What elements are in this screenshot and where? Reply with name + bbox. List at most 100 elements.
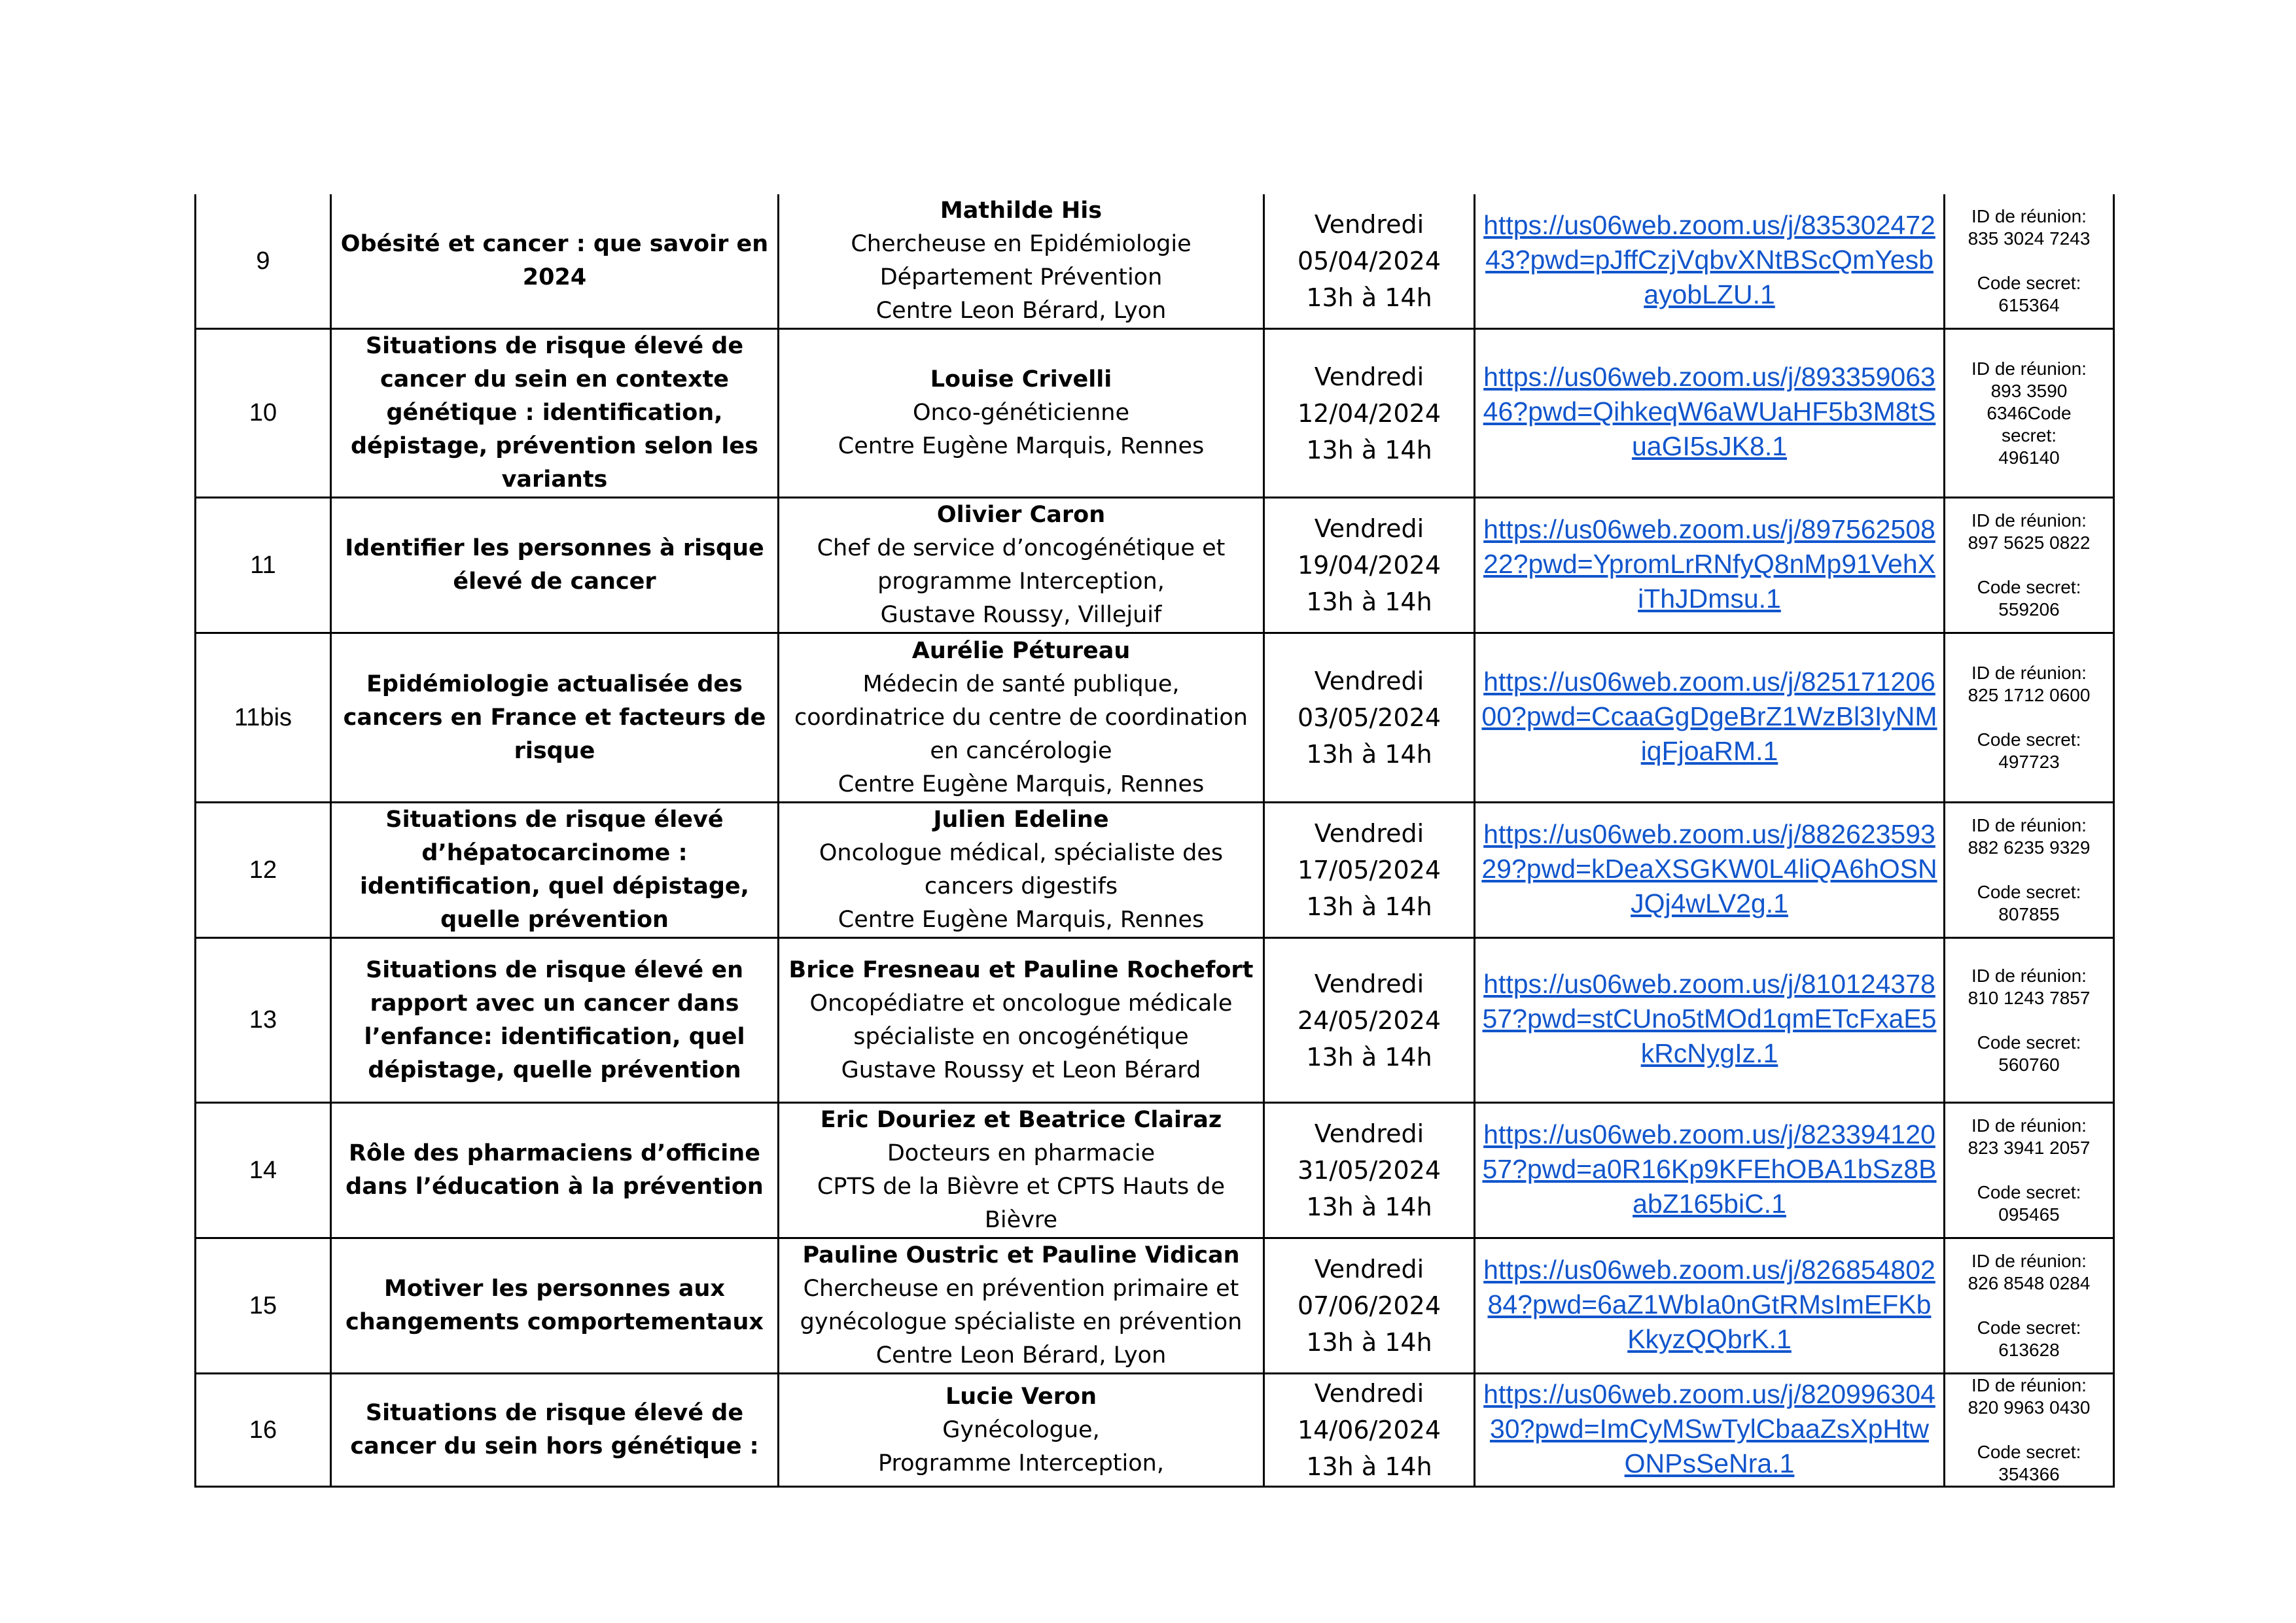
meeting-credentials: ID de réunion: 835 3024 7243 Code secret: 6… bbox=[1943, 194, 2115, 330]
session-title: Situations de risque élevé en rapport av… bbox=[330, 937, 779, 1104]
zoom-link[interactable]: https://us06web.zoom.us/j/88262359329?pw… bbox=[1481, 818, 1937, 918]
speaker-detail-line: Chercheuse en prévention primaire et gyn… bbox=[800, 1276, 1243, 1335]
zoom-link[interactable]: https://us06web.zoom.us/j/89335906346?pw… bbox=[1483, 362, 1936, 461]
meeting-id-label: ID de réunion: bbox=[1971, 510, 2087, 531]
speaker-name: Pauline Oustric et Pauline Vidican bbox=[802, 1242, 1240, 1268]
session-time: 13h à 14h bbox=[1306, 740, 1432, 769]
session-title-text: Obésité et cancer : que savoir en 2024 bbox=[340, 231, 769, 290]
date-cell: Vendredi 24/05/2024 13h à 14h bbox=[1263, 937, 1475, 1104]
session-day: Vendredi bbox=[1314, 210, 1424, 239]
meeting-credentials: ID de réunion: 825 1712 0600 Code secret: 4… bbox=[1943, 632, 2115, 803]
session-time: 13h à 14h bbox=[1306, 283, 1432, 312]
speaker-detail-line: Programme Interception, bbox=[878, 1450, 1164, 1476]
zoom-link[interactable]: https://us06web.zoom.us/j/82339412057?pw… bbox=[1482, 1119, 1937, 1219]
table-row: 16 Situations de risque élevé de cancer … bbox=[194, 1372, 2115, 1488]
passcode: 807855 bbox=[1998, 904, 2060, 924]
meeting-id: 823 3941 2057 bbox=[1968, 1138, 2091, 1158]
speaker-details: Gynécologue, Programme Interception, bbox=[785, 1414, 1258, 1480]
zoom-link[interactable]: https://us06web.zoom.us/j/89756250822?pw… bbox=[1483, 514, 1935, 614]
meeting-credentials: ID de réunion: 897 5625 0822 Code secret: 5… bbox=[1943, 497, 2115, 634]
session-title: Situations de risque élevé de cancer du … bbox=[330, 328, 779, 498]
zoom-link[interactable]: https://us06web.zoom.us/j/82517120600?pw… bbox=[1481, 666, 1937, 766]
session-day: Vendredi bbox=[1314, 362, 1424, 391]
passcode-label: Code secret: bbox=[1977, 577, 2081, 597]
meeting-id: 897 5625 0822 bbox=[1968, 532, 2091, 553]
zoom-link[interactable]: https://us06web.zoom.us/j/81012437857?pw… bbox=[1482, 969, 1937, 1068]
session-day: Vendredi bbox=[1314, 969, 1424, 998]
passcode: 613628 bbox=[1998, 1340, 2060, 1360]
meeting-id-label: ID de réunion: bbox=[1971, 358, 2087, 379]
session-number: 10 bbox=[194, 328, 332, 498]
speaker-cell: Brice Fresneau et Pauline Rochefort Oncop… bbox=[777, 937, 1265, 1104]
session-number: 11 bbox=[194, 497, 332, 634]
speaker-cell: Eric Douriez et Beatrice Clairaz Docteurs… bbox=[777, 1102, 1265, 1239]
speaker-name: Louise Crivelli bbox=[930, 366, 1112, 393]
speaker-cell: Lucie Veron Gynécologue, Programme Interce… bbox=[777, 1372, 1265, 1488]
date-cell: Vendredi 12/04/2024 13h à 14h bbox=[1263, 328, 1475, 498]
session-time: 13h à 14h bbox=[1306, 1042, 1432, 1072]
speaker-name: Lucie Veron bbox=[945, 1383, 1097, 1410]
passcode-label: Code secret: bbox=[1977, 1318, 2081, 1338]
date-cell: Vendredi 05/04/2024 13h à 14h bbox=[1263, 194, 1475, 330]
session-date: 14/06/2024 bbox=[1297, 1416, 1441, 1444]
session-title-text: Motiver les personnes aux changements co… bbox=[345, 1276, 764, 1335]
speaker-name: Olivier Caron bbox=[936, 502, 1106, 528]
speaker-detail-line: CPTS de la Bièvre et CPTS Hauts de Bièvr… bbox=[817, 1174, 1226, 1233]
speaker-name: Eric Douriez et Beatrice Clairaz bbox=[820, 1107, 1222, 1133]
session-date: 19/04/2024 bbox=[1297, 551, 1441, 580]
speaker-cell: Pauline Oustric et Pauline Vidican Cherch… bbox=[777, 1237, 1265, 1374]
zoom-link[interactable]: https://us06web.zoom.us/j/82099630430?pw… bbox=[1483, 1378, 1935, 1478]
session-title: Obésité et cancer : que savoir en 2024 bbox=[330, 194, 779, 330]
meeting-id-label: ID de réunion: bbox=[1971, 815, 2087, 835]
date-cell: Vendredi 31/05/2024 13h à 14h bbox=[1263, 1102, 1475, 1239]
session-day: Vendredi bbox=[1314, 1255, 1424, 1283]
meeting-id-label: ID de réunion: bbox=[1971, 663, 2087, 683]
session-time: 13h à 14h bbox=[1306, 1328, 1432, 1357]
meeting-id-label: ID de réunion: bbox=[1971, 1251, 2087, 1271]
session-number: 13 bbox=[194, 937, 332, 1104]
session-title: Situations de risque élevé de cancer du … bbox=[330, 1372, 779, 1488]
table-row: 14 Rôle des pharmaciens d’officine dans … bbox=[194, 1102, 2115, 1239]
link-cell: https://us06web.zoom.us/j/83530247243?pw… bbox=[1474, 194, 1945, 330]
speaker-details: Chef de service d’oncogénétique et progr… bbox=[785, 532, 1258, 632]
session-time: 13h à 14h bbox=[1306, 1452, 1432, 1481]
zoom-link[interactable]: https://us06web.zoom.us/j/82685480284?pw… bbox=[1483, 1254, 1935, 1354]
speaker-detail-line: Docteurs en pharmacie bbox=[887, 1140, 1156, 1166]
session-number: 15 bbox=[194, 1237, 332, 1374]
zoom-link[interactable]: https://us06web.zoom.us/j/83530247243?pw… bbox=[1483, 209, 1935, 309]
speaker-cell: Aurélie Pétureau Médecin de santé publiqu… bbox=[777, 632, 1265, 803]
meeting-id: 826 8548 0284 bbox=[1968, 1273, 2091, 1293]
passcode: 560760 bbox=[1998, 1054, 2060, 1075]
speaker-detail-line: Gustave Roussy et Leon Bérard bbox=[841, 1056, 1201, 1083]
speaker-detail-line: Département Prévention bbox=[879, 264, 1163, 290]
table-row: 13 Situations de risque élevé en rapport… bbox=[194, 937, 2115, 1104]
session-date: 31/05/2024 bbox=[1297, 1156, 1441, 1185]
session-title: Rôle des pharmaciens d’officine dans l’é… bbox=[330, 1102, 779, 1239]
session-title: Epidémiologie actualisée des cancers en … bbox=[330, 632, 779, 803]
session-number-text: 14 bbox=[249, 1156, 277, 1184]
speaker-detail-line: Gustave Roussy, Villejuif bbox=[880, 602, 1162, 628]
session-title-text: Situations de risque élevé en rapport av… bbox=[364, 956, 745, 1083]
speaker-details: Onco-généticienne Centre Eugène Marquis, … bbox=[785, 396, 1258, 463]
session-time: 13h à 14h bbox=[1306, 1193, 1432, 1221]
meeting-credentials: ID de réunion: 823 3941 2057 Code secret: 0… bbox=[1943, 1102, 2115, 1239]
speaker-details: Médecin de santé publique, coordinatrice… bbox=[785, 668, 1258, 801]
session-day: Vendredi bbox=[1314, 1119, 1424, 1148]
meeting-id: 810 1243 7857 bbox=[1968, 987, 2091, 1008]
passcode: 615364 bbox=[1998, 295, 2060, 315]
meeting-credentials: ID de réunion: 893 3590 6346Code secret: 49… bbox=[1943, 328, 2115, 498]
speaker-name: Aurélie Pétureau bbox=[911, 637, 1131, 664]
session-day: Vendredi bbox=[1314, 819, 1424, 848]
table-row: 10 Situations de risque élevé de cancer … bbox=[194, 328, 2115, 498]
link-cell: https://us06web.zoom.us/j/82099630430?pw… bbox=[1474, 1372, 1945, 1488]
session-date: 05/04/2024 bbox=[1297, 247, 1441, 275]
meeting-id: 893 3590 6346Code bbox=[1987, 380, 2072, 423]
passcode-label: Code secret: bbox=[1977, 729, 2081, 750]
session-number: 14 bbox=[194, 1102, 332, 1239]
meeting-id-label: ID de réunion: bbox=[1971, 206, 2087, 226]
link-cell: https://us06web.zoom.us/j/82339412057?pw… bbox=[1474, 1102, 1945, 1239]
session-number-text: 11bis bbox=[234, 703, 292, 731]
session-title-text: Situations de risque élevé de cancer du … bbox=[350, 1400, 759, 1459]
meeting-id-label: ID de réunion: bbox=[1971, 1375, 2087, 1395]
session-date: 03/05/2024 bbox=[1297, 703, 1441, 732]
